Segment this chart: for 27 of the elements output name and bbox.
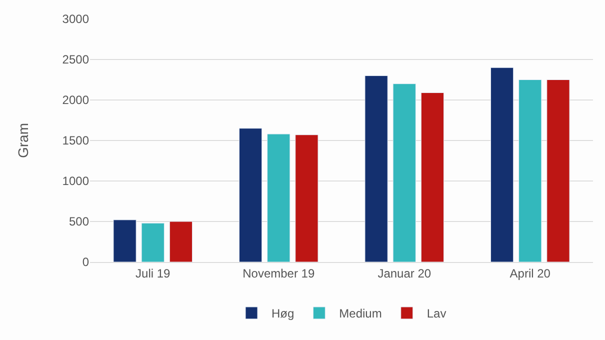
y-tick-label: 2500 bbox=[62, 52, 90, 67]
bar bbox=[518, 80, 542, 262]
y-tick-label: 0 bbox=[82, 255, 90, 270]
bar bbox=[546, 80, 570, 262]
y-tick-label: 3000 bbox=[62, 12, 90, 26]
bar bbox=[169, 221, 193, 262]
legend-label: Høg bbox=[272, 306, 294, 321]
y-tick-label: 500 bbox=[68, 214, 90, 229]
y-tick-label: 1500 bbox=[62, 134, 90, 148]
bar bbox=[141, 222, 164, 262]
bar bbox=[295, 134, 318, 262]
y-tick-label: 1000 bbox=[62, 174, 90, 188]
legend-label: Medium bbox=[339, 306, 382, 321]
bar bbox=[392, 84, 416, 262]
bar bbox=[364, 75, 388, 262]
x-tick-label: Januar 20 bbox=[378, 266, 432, 280]
x-tick-label: November 19 bbox=[242, 266, 315, 280]
y-axis-title: Gram bbox=[14, 123, 31, 158]
bar bbox=[490, 67, 514, 262]
bar bbox=[267, 134, 290, 262]
x-tick-label: April 20 bbox=[510, 266, 551, 280]
x-tick-label: Juli 19 bbox=[136, 266, 171, 280]
bar bbox=[238, 128, 262, 262]
y-tick-label: 2000 bbox=[62, 93, 90, 108]
bar bbox=[113, 220, 136, 262]
legend-label: Lav bbox=[426, 306, 446, 321]
bar bbox=[420, 92, 444, 262]
